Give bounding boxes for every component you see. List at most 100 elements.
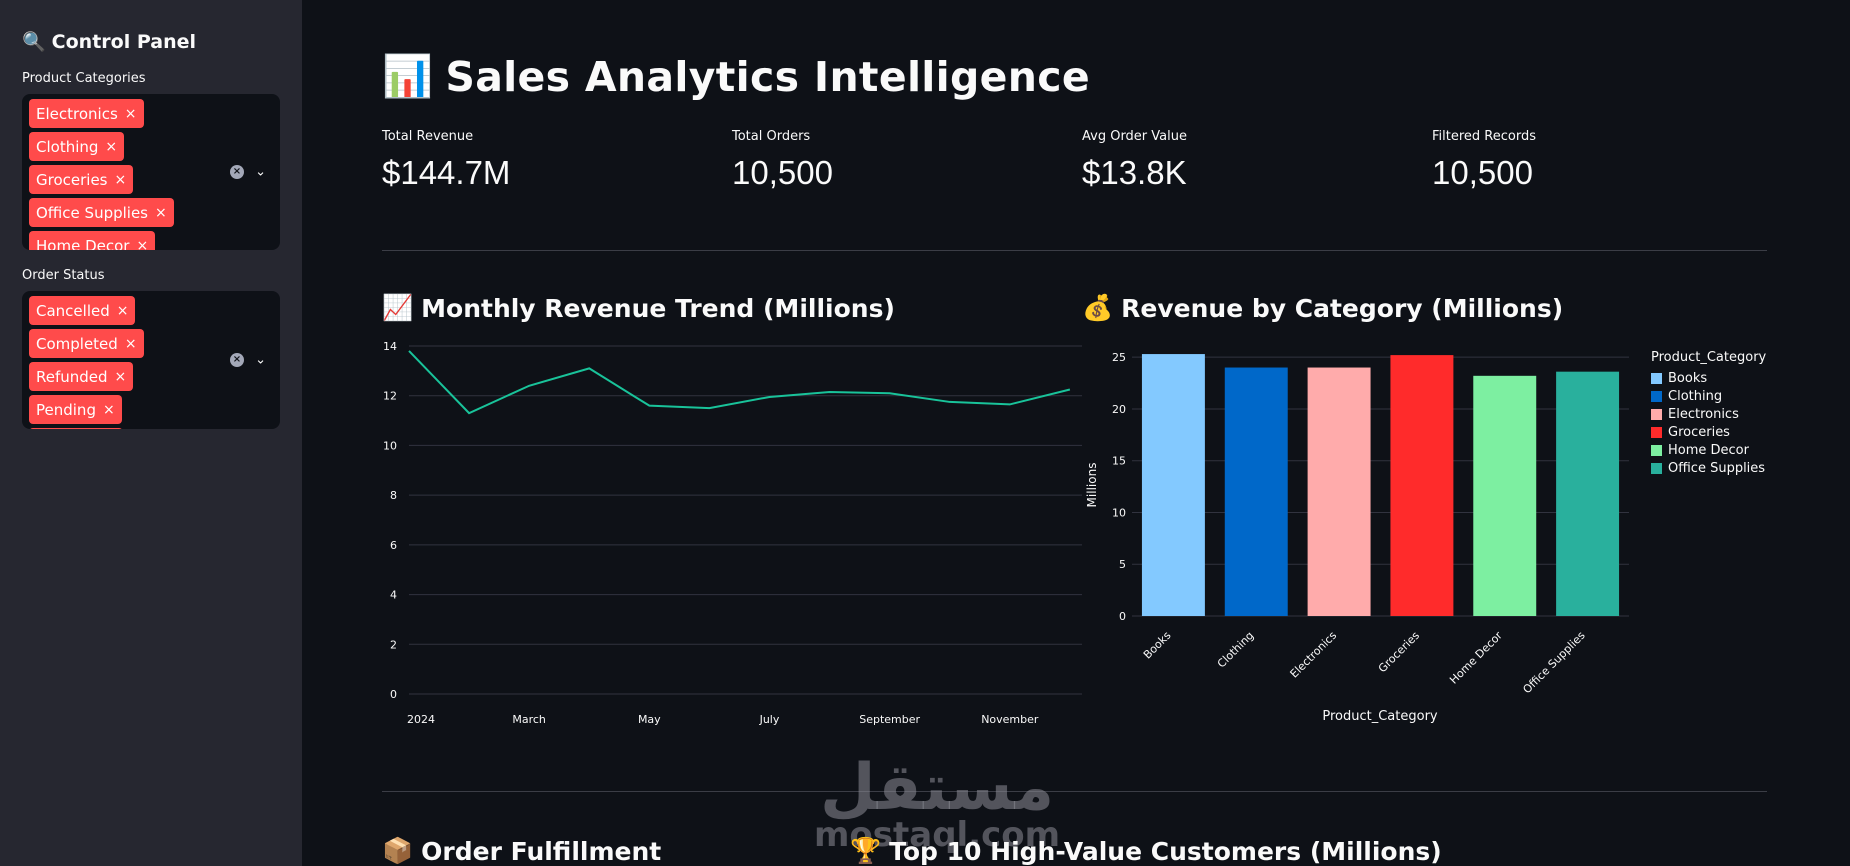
y-tick-label: 2 [390,638,397,651]
selected-tag[interactable]: Home Decor × [29,231,156,251]
sidebar-title: 🔍 Control Panel [22,30,280,54]
legend-label: Clothing [1668,388,1723,404]
metric-label: Filtered Records [1432,129,1536,144]
categories-tags: Electronics × Clothing × Groceries × Office Su… [29,99,219,250]
x-tick-label: Home Decor [1447,629,1505,687]
metric-avg-order-value: Avg Order Value $13.8K [1082,129,1187,192]
page-title: 📊 Sales Analytics Intelligence [382,52,1090,101]
money-bag-icon: 💰 [1082,293,1114,322]
bar-chart-icon: 📊 [382,52,434,100]
x-axis-label: Product_Category [1322,709,1438,724]
metric-label: Total Revenue [382,129,474,144]
metric-value: $144.7M [382,154,511,191]
sidebar-title-text: Control Panel [51,30,196,53]
y-tick-label: 14 [383,340,397,353]
chevron-down-icon[interactable]: ⌄ [255,164,266,180]
tag-label: Cancelled [36,301,110,320]
selected-tag[interactable]: Completed × [29,329,144,358]
y-tick-label: 12 [383,390,397,403]
selected-tag[interactable]: Cancelled × [29,296,136,325]
category-title-text: Revenue by Category (Millions) [1121,293,1564,323]
categories-multiselect[interactable]: Electronics × Clothing × Groceries × Office Su… [22,94,280,250]
selected-tag[interactable]: Pending × [29,395,122,424]
customers-section-title: 🏆 Top 10 High-Value Customers (Millions) [850,836,1442,866]
trend-section-title: 📈 Monthly Revenue Trend (Millions) [382,293,895,323]
clear-categories-icon[interactable]: × [230,165,244,179]
fulfillment-section-title: 📦 Order Fulfillment [382,836,661,866]
legend-item[interactable]: Groceries [1651,423,1766,441]
tag-label: Refunded [36,367,108,386]
legend-swatch [1651,372,1662,384]
tag-label: Office Supplies [36,203,149,222]
status-tags: Cancelled × Completed × Refunded × Pending × Shi… [29,296,219,429]
selected-tag[interactable]: Electronics × [29,99,144,128]
monthly-revenue-line-chart[interactable]: 0 2 4 6 8 10 12 14 2024 March May July September Nove… [382,340,1082,730]
legend-item[interactable]: Electronics [1651,405,1766,423]
y-tick-label: 8 [390,489,397,502]
selected-tag[interactable]: Groceries × [29,165,134,194]
x-tick-label: 2024 [407,713,435,726]
remove-tag-icon[interactable]: × [102,401,115,418]
tag-label: Home Decor [36,236,130,251]
remove-tag-icon[interactable]: × [105,138,118,155]
main-content: 📊 Sales Analytics Intelligence Total Rev… [302,0,1850,866]
legend-swatch [1651,444,1662,456]
selected-tag[interactable]: Clothing × [29,132,125,161]
y-tick-label: 25 [1112,351,1126,364]
legend-item[interactable]: Office Supplies [1651,459,1766,477]
legend-label: Office Supplies [1668,460,1766,476]
remove-tag-icon[interactable]: × [124,335,137,352]
fulfillment-title-text: Order Fulfillment [421,836,662,866]
tag-label: Electronics [36,104,118,123]
revenue-by-category-bar-chart[interactable]: 0 5 10 15 20 25 Books Clothing Electronics Grocer… [1082,340,1642,740]
y-tick-label: 10 [1112,506,1126,519]
metric-total-orders: Total Orders 10,500 [732,129,833,192]
remove-tag-icon[interactable]: × [155,204,167,221]
metric-label: Avg Order Value [1082,129,1187,144]
bar [1141,354,1205,616]
y-tick-label: 5 [1119,558,1126,571]
selected-tag[interactable]: Refunded × [29,362,134,391]
legend-item[interactable]: Clothing [1651,387,1766,405]
remove-tag-icon[interactable]: × [136,237,149,251]
y-tick-label: 20 [1112,403,1126,416]
categories-label: Product Categories [22,71,146,86]
remove-tag-icon[interactable]: × [114,171,127,188]
y-tick-label: 4 [390,589,397,602]
y-tick-label: 6 [390,539,397,552]
legend-swatch [1651,462,1662,474]
sidebar: 🔍 Control Panel Product Categories Elect… [0,0,302,866]
selected-tag[interactable]: Shipped× [29,428,123,429]
x-tick-label: Electronics [1288,629,1340,681]
bar [1224,367,1288,616]
bar [1473,375,1537,616]
status-multiselect[interactable]: Cancelled × Completed × Refunded × Pending × Shi… [22,291,280,429]
watermark: مستقل mostaql.com [814,756,1061,855]
legend-item[interactable]: Books [1651,369,1766,387]
revenue-series-line [408,350,1071,415]
watermark-latin: mostaql.com [814,815,1061,855]
remove-tag-icon[interactable]: × [114,368,127,385]
tag-label: Clothing [36,137,99,156]
legend-label: Electronics [1668,406,1739,422]
x-tick-label: Books [1141,629,1174,662]
metric-label: Total Orders [732,129,811,144]
legend-label: Groceries [1668,424,1730,440]
trophy-icon: 🏆 [850,836,882,865]
search-icon: 🔍 [22,31,46,53]
remove-tag-icon[interactable]: × [116,302,129,319]
legend-item[interactable]: Home Decor [1651,441,1766,459]
x-tick-label: November [981,713,1039,726]
remove-tag-icon[interactable]: × [124,105,137,122]
x-tick-label: March [512,713,546,726]
y-tick-label: 0 [390,688,397,701]
clear-status-icon[interactable]: × [230,353,244,367]
y-tick-label: 0 [1119,610,1126,623]
x-tick-label: Clothing [1215,629,1257,671]
y-axis-label: Millions [1085,463,1099,508]
divider [382,791,1767,792]
legend-title: Product_Category [1651,350,1767,365]
chevron-down-icon[interactable]: ⌄ [255,352,266,368]
selected-tag[interactable]: Office Supplies × [29,198,174,227]
metric-value: 10,500 [732,154,833,191]
